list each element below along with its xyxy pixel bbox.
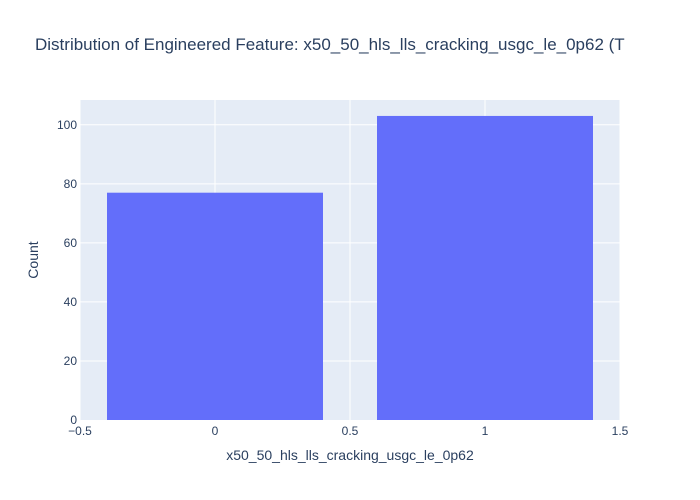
y-tick-label: 20 xyxy=(64,354,78,368)
x-tick-label: 0.5 xyxy=(342,424,359,438)
x-axis-label: x50_50_hls_lls_cracking_usgc_le_0p62 xyxy=(226,447,474,463)
y-axis-label: Count xyxy=(25,241,41,278)
bar[interactable] xyxy=(107,192,323,420)
chart-title: Distribution of Engineered Feature: x50_… xyxy=(35,35,625,54)
y-tick-label: 40 xyxy=(64,295,78,309)
y-tick-label: 0 xyxy=(70,413,77,427)
x-axis-ticks: −0.5 0 0.5 1 1.5 xyxy=(68,424,629,438)
x-tick-label: −0.5 xyxy=(68,424,92,438)
y-axis-ticks: 0 20 40 60 80 100 xyxy=(57,118,77,427)
bar[interactable] xyxy=(377,115,593,421)
y-tick-label: 60 xyxy=(64,236,78,250)
x-tick-label: 1.5 xyxy=(612,424,629,438)
bars xyxy=(107,115,593,421)
x-tick-label: 0 xyxy=(212,424,219,438)
y-tick-label: 100 xyxy=(57,118,77,132)
x-tick-label: 1 xyxy=(482,424,489,438)
y-tick-label: 80 xyxy=(64,177,78,191)
